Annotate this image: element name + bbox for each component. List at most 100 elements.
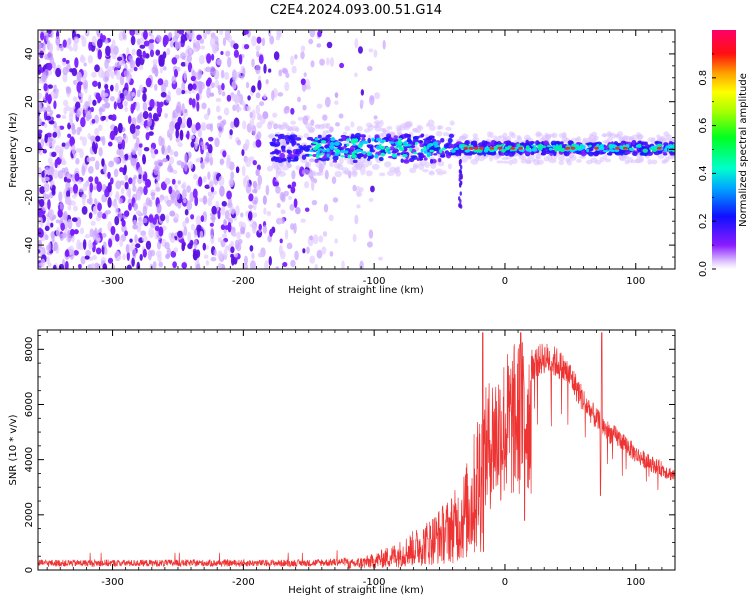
heatmap-cell <box>164 148 169 156</box>
heatmap-cell <box>334 152 340 156</box>
snr-x-ticks: -300 -200 -100 0 100 <box>46 330 676 588</box>
heatmap-cell <box>334 122 340 127</box>
heatmap-cell <box>67 133 72 138</box>
heatmap-cell <box>165 214 170 224</box>
heatmap-cell <box>440 137 445 143</box>
heatmap-cell <box>388 151 392 154</box>
heatmap-cell <box>403 121 411 128</box>
heatmap-cell <box>170 40 174 48</box>
heatmap-cell <box>242 67 246 78</box>
heatmap-cell <box>637 149 642 153</box>
heatmap-cell <box>316 43 322 48</box>
heatmap-cell <box>447 137 453 144</box>
heatmap-cell <box>129 238 133 243</box>
heatmap-cell <box>41 71 47 83</box>
heatmap-cell <box>195 122 201 131</box>
heatmap-cell <box>115 233 120 242</box>
heatmap-cell <box>65 59 70 65</box>
heatmap-cell <box>182 108 189 118</box>
heatmap-cell <box>133 174 138 180</box>
heatmap-cell <box>226 190 232 200</box>
heatmap-cell <box>616 131 624 138</box>
heatmap-cell <box>367 124 374 131</box>
heatmap-cell <box>255 139 262 148</box>
heatmap-cell <box>47 30 52 34</box>
heatmap-cell <box>553 151 557 157</box>
heatmap-cell <box>520 159 527 164</box>
heatmap-cell <box>138 64 144 71</box>
heatmap-cell <box>125 93 131 101</box>
heatmap-cell <box>349 145 355 151</box>
heatmap-cell <box>172 35 179 43</box>
heatmap-cell <box>290 107 295 115</box>
heatmap-cell <box>329 161 334 168</box>
heatmap-cell <box>273 181 279 187</box>
heatmap-cell <box>221 200 227 207</box>
heatmap-cell <box>81 136 88 147</box>
colorbar-scale <box>712 30 736 269</box>
heatmap-cell <box>361 140 366 144</box>
heatmap-cell <box>316 249 323 259</box>
heatmap-hotspot <box>615 146 620 150</box>
heatmap-cell <box>380 145 385 150</box>
heatmap-cell <box>103 246 108 255</box>
heatmap-cell <box>295 165 301 171</box>
heatmap-cell <box>192 83 197 90</box>
heatmap-cell <box>91 254 97 260</box>
heatmap-cell <box>175 87 182 96</box>
heatmap-cell <box>290 186 296 194</box>
heatmap-cell <box>198 55 205 65</box>
heatmap-cell <box>274 134 279 137</box>
heatmap-cell <box>110 177 114 185</box>
heatmap-cell <box>614 148 620 153</box>
heatmap-cell <box>194 195 199 207</box>
heatmap-cell <box>206 53 212 64</box>
heatmap-cell <box>157 78 164 86</box>
heatmap-cell <box>69 137 76 146</box>
heatmap-cell <box>88 196 93 206</box>
heatmap-cell <box>169 167 174 173</box>
heatmap-cell <box>270 157 275 162</box>
heatmap-cell <box>418 155 425 159</box>
heatmap-cell <box>169 132 173 141</box>
heatmap-cell <box>42 149 47 154</box>
x-tick-label: -100 <box>363 276 386 287</box>
heatmap-cell <box>278 69 283 77</box>
heatmap-cell <box>81 75 87 83</box>
heatmap-cell <box>212 43 218 54</box>
heatmap-cell <box>258 252 264 258</box>
heatmap-cell <box>44 133 48 144</box>
heatmap-cell <box>177 41 181 50</box>
heatmap-cell <box>318 235 324 243</box>
heatmap-hotspot <box>570 146 576 150</box>
heatmap-cell <box>273 143 279 147</box>
heatmap-cell <box>628 136 635 141</box>
heatmap-cell <box>41 170 45 178</box>
heatmap-cell <box>426 144 432 148</box>
heatmap-cell <box>217 250 223 260</box>
heatmap-cell <box>65 196 72 205</box>
heatmap-cell <box>75 147 81 153</box>
heatmap-cell <box>205 30 212 35</box>
heatmap-cell <box>190 223 195 231</box>
heatmap-cell <box>104 102 111 109</box>
heatmap-cell <box>81 206 88 215</box>
heatmap-cell <box>152 112 159 122</box>
heatmap-cell <box>174 184 178 191</box>
heatmap-cell <box>511 132 517 139</box>
heatmap-cell <box>483 141 490 145</box>
heatmap-cell <box>618 145 623 150</box>
heatmap-cell <box>195 158 200 163</box>
heatmap-cell <box>44 176 50 181</box>
colorbar-tick-label: 0.8 <box>698 70 709 86</box>
heatmap-cell <box>340 149 346 154</box>
heatmap-cell <box>322 231 328 237</box>
heatmap-cell <box>165 94 171 103</box>
heatmap-cell <box>256 36 262 44</box>
heatmap-cell <box>76 82 82 93</box>
heatmap-cell <box>459 181 463 186</box>
heatmap-cell <box>280 136 286 140</box>
heatmap-cell <box>232 231 237 238</box>
heatmap-cell <box>45 115 52 121</box>
heatmap-cell <box>406 137 412 143</box>
